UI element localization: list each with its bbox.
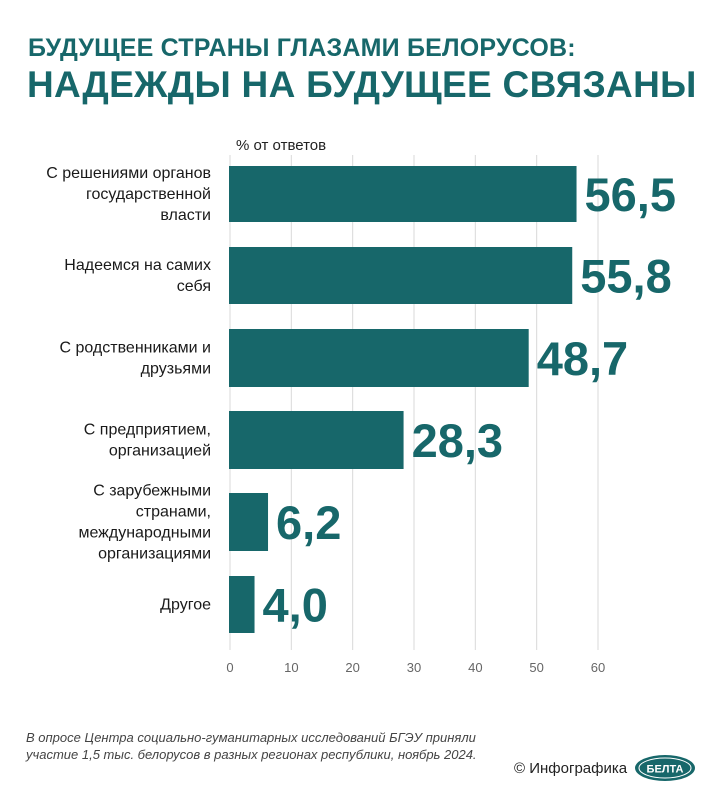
value-label-5: 4,0 xyxy=(263,579,328,632)
category-label-4: С зарубежными странами, международными орга… xyxy=(78,483,211,563)
category-label-line: Надеемся на самих xyxy=(64,257,211,274)
category-label-line: С предприятием, xyxy=(84,422,211,439)
unit-label: % от ответов xyxy=(236,137,326,154)
category-label-line: власти xyxy=(160,207,211,224)
category-label-0: С решениями органов государственной власти xyxy=(46,165,211,224)
category-label-line: Другое xyxy=(160,597,211,614)
category-label-line: международными xyxy=(78,525,211,542)
infographic-credit: © Инфографика xyxy=(514,760,628,777)
logo-text: БЕЛТА xyxy=(647,764,684,776)
category-label-line: государственной xyxy=(86,186,211,203)
bar-chart: % от ответов 56,5 С решениями органов госуд… xyxy=(46,137,676,675)
category-label-line: организацией xyxy=(109,443,211,460)
bar-2 xyxy=(229,329,529,387)
chart-title-line1: БУДУЩЕЕ СТРАНЫ ГЛАЗАМИ БЕЛОРУСОВ: xyxy=(28,34,576,62)
value-label-3: 28,3 xyxy=(412,414,503,467)
category-label-2: С родственниками и друзьями xyxy=(59,340,211,378)
category-label-line: себя xyxy=(177,278,211,295)
belta-logo-icon: БЕЛТА xyxy=(635,755,695,781)
chart-title-line2: НАДЕЖДЫ НА БУДУЩЕЕ СВЯЗАНЫ xyxy=(27,64,697,105)
category-label-line: друзьями xyxy=(141,361,211,378)
category-label-line: С решениями органов xyxy=(46,165,211,182)
bar-0 xyxy=(229,166,577,222)
category-label-line: организациями xyxy=(98,546,211,563)
bar-5 xyxy=(229,576,255,633)
value-label-1: 55,8 xyxy=(580,250,671,303)
value-label-2: 48,7 xyxy=(537,332,628,385)
category-label-line: С родственниками и xyxy=(59,340,211,357)
category-label-3: С предприятием, организацией xyxy=(84,422,211,460)
category-label-5: Другое xyxy=(160,597,211,614)
category-label-line: С зарубежными xyxy=(93,483,211,500)
tick-label-6: 60 xyxy=(591,660,605,675)
category-label-line: странами, xyxy=(136,504,211,521)
category-label-1: Надеемся на самих себя xyxy=(64,257,211,295)
survey-footnote: В опросе Центра социально-гуманитарных и… xyxy=(26,730,477,762)
bar-4 xyxy=(229,493,269,551)
tick-label-0: 0 xyxy=(226,660,233,675)
bar-1 xyxy=(229,247,573,304)
value-label-0: 56,5 xyxy=(585,168,676,221)
bar-3 xyxy=(229,411,404,469)
tick-label-2: 20 xyxy=(345,660,359,675)
tick-label-3: 30 xyxy=(407,660,421,675)
tick-label-5: 50 xyxy=(529,660,543,675)
tick-label-1: 10 xyxy=(284,660,298,675)
tick-label-4: 40 xyxy=(468,660,482,675)
value-label-4: 6,2 xyxy=(276,496,341,549)
